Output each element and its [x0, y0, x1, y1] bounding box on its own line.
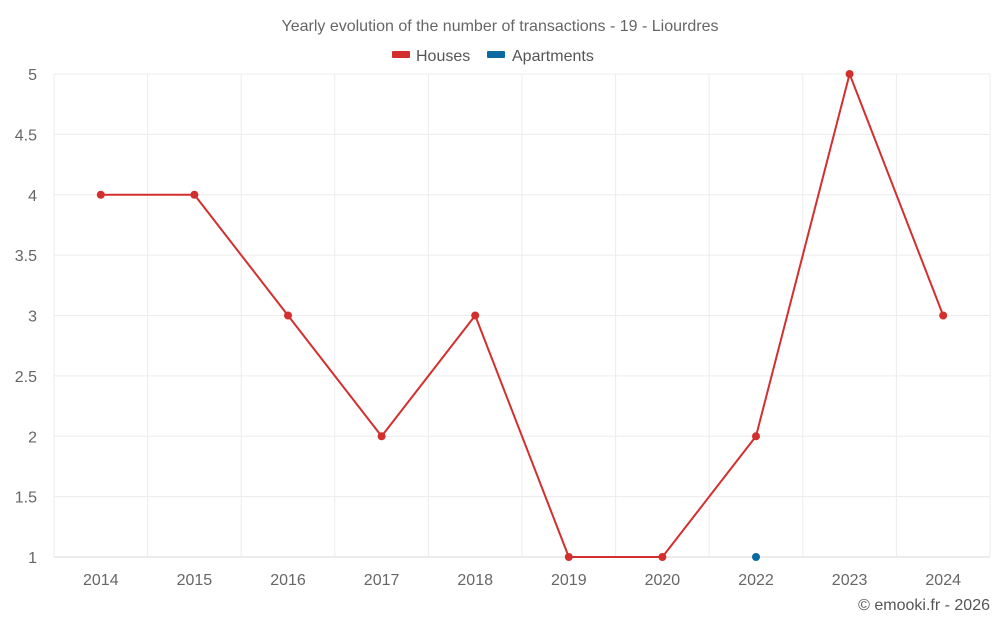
x-tick-label: 2020 — [645, 572, 681, 589]
data-point-houses[interactable] — [471, 311, 480, 320]
y-tick-label: 5 — [28, 67, 37, 84]
y-tick-label: 2.5 — [15, 369, 37, 386]
data-point-houses[interactable] — [752, 432, 760, 441]
y-tick-label: 4 — [28, 188, 37, 205]
data-point-houses[interactable] — [190, 190, 199, 199]
legend-label-houses: Houses — [416, 48, 470, 65]
x-tick-label: 2015 — [177, 572, 213, 589]
x-tick-label: 2023 — [832, 572, 868, 589]
x-tick-label: 2022 — [738, 572, 774, 589]
grid — [53, 73, 991, 558]
series-layer — [96, 70, 948, 561]
data-point-houses[interactable] — [845, 70, 854, 78]
data-point-houses[interactable] — [658, 553, 667, 561]
y-tick-label: 3 — [28, 309, 37, 326]
data-point-houses[interactable] — [377, 432, 386, 441]
x-tick-label: 2014 — [83, 572, 119, 589]
y-tick-label: 3.5 — [15, 248, 37, 265]
y-tick-label: 2 — [28, 429, 37, 446]
legend-label-apartments: Apartments — [512, 48, 594, 65]
watermark: © emooki.fr - 2026 — [858, 597, 990, 614]
x-tick-label: 2019 — [551, 572, 587, 589]
chart-title: Yearly evolution of the number of transa… — [282, 18, 719, 35]
y-tick-label: 4.5 — [15, 127, 37, 144]
y-tick-label: 1.5 — [15, 490, 37, 507]
x-tick-label: 2018 — [457, 572, 493, 589]
y-axis: 1 1.5 2 2.5 3 3.5 4 4.5 5 — [15, 67, 37, 567]
data-point-houses[interactable] — [96, 190, 105, 199]
y-tick-label: 1 — [28, 550, 37, 567]
x-tick-label: 2024 — [925, 572, 961, 589]
data-point-houses[interactable] — [284, 311, 292, 320]
legend-swatch-apartments — [487, 51, 505, 58]
x-tick-label: 2017 — [364, 572, 400, 589]
x-axis: 2014 2015 2016 2017 2018 2019 2020 2022 2023 2024 — [83, 572, 961, 589]
legend-item-apartments[interactable]: Apartments — [487, 48, 594, 65]
data-point-houses[interactable] — [564, 553, 573, 561]
legend: Houses Apartments — [392, 48, 594, 65]
legend-swatch-houses — [392, 51, 410, 58]
legend-item-houses[interactable]: Houses — [392, 48, 470, 65]
x-tick-label: 2016 — [270, 572, 306, 589]
data-point-houses[interactable] — [939, 311, 948, 320]
series-line-houses — [100, 73, 945, 558]
data-point-apartments[interactable] — [752, 553, 760, 561]
